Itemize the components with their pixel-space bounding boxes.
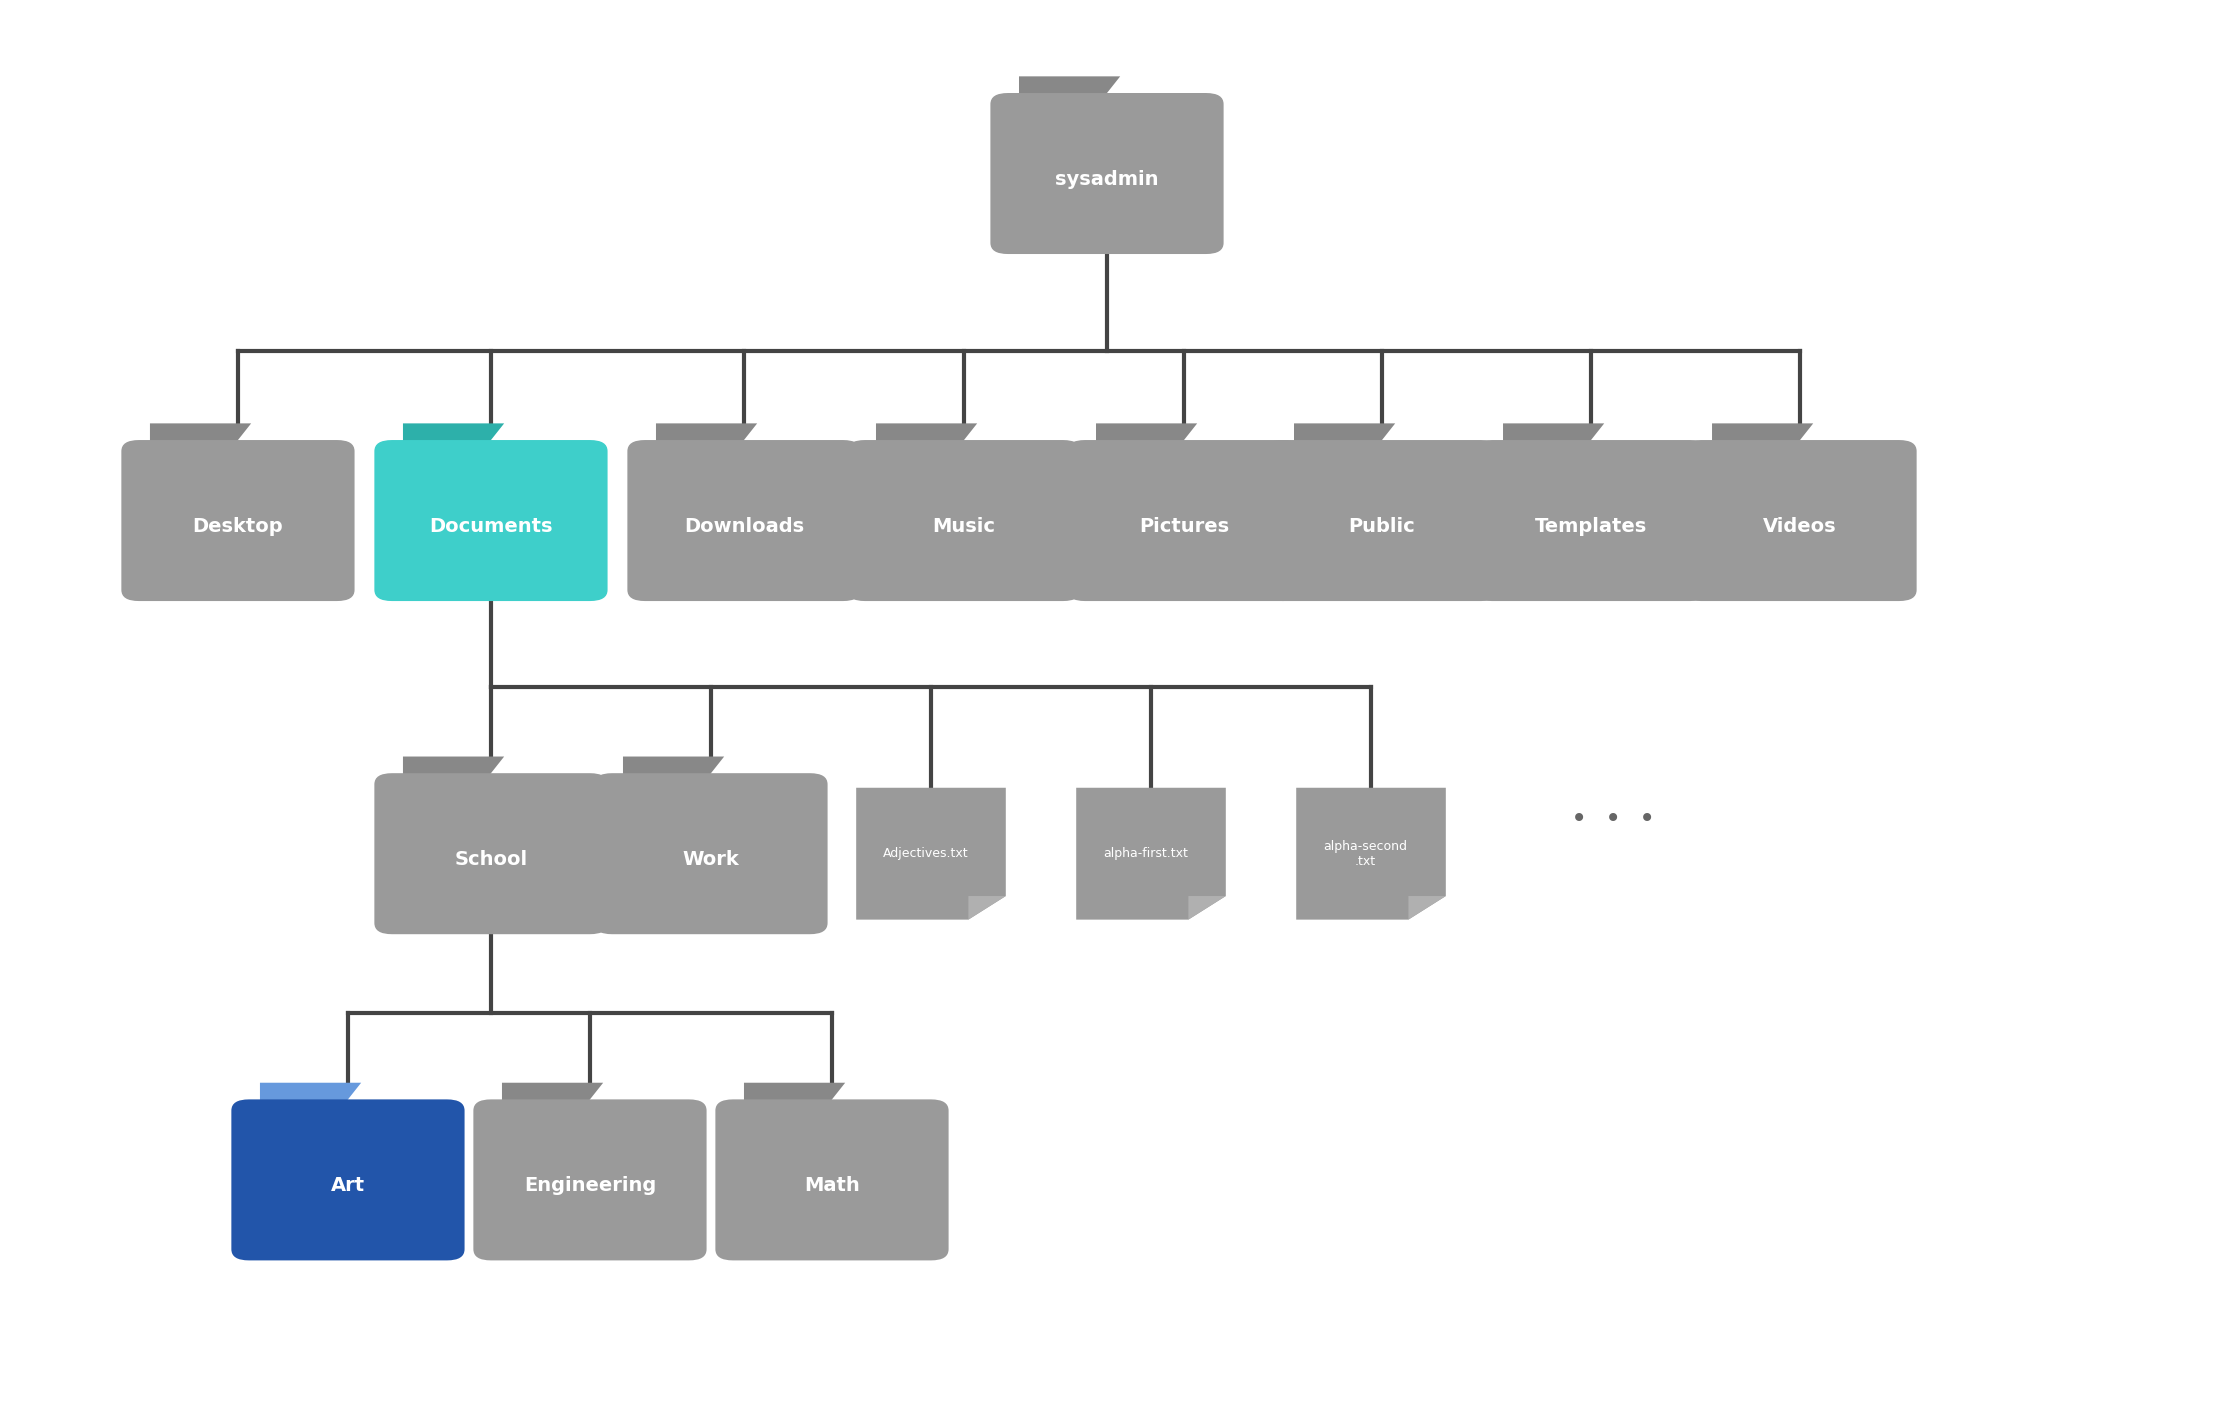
Text: Public: Public [1348, 516, 1415, 536]
Polygon shape [403, 423, 505, 451]
Text: Pictures: Pictures [1138, 516, 1229, 536]
Text: Music: Music [932, 516, 996, 536]
Polygon shape [503, 1082, 602, 1110]
Polygon shape [744, 1082, 846, 1110]
Polygon shape [1295, 788, 1446, 920]
FancyBboxPatch shape [1067, 440, 1300, 601]
Polygon shape [968, 896, 1005, 920]
Text: Adjectives.txt: Adjectives.txt [883, 847, 968, 861]
FancyBboxPatch shape [593, 773, 828, 934]
Polygon shape [1503, 423, 1605, 451]
Polygon shape [1189, 896, 1227, 920]
Polygon shape [655, 423, 757, 451]
FancyBboxPatch shape [715, 1099, 948, 1260]
Text: Downloads: Downloads [684, 516, 804, 536]
Polygon shape [1408, 896, 1446, 920]
FancyBboxPatch shape [374, 440, 607, 601]
FancyBboxPatch shape [230, 1099, 465, 1260]
Text: •  •  •: • • • [1572, 805, 1656, 833]
Text: Work: Work [682, 850, 739, 869]
FancyBboxPatch shape [1266, 440, 1499, 601]
Text: Math: Math [804, 1176, 859, 1195]
Text: Engineering: Engineering [525, 1176, 655, 1195]
Polygon shape [1096, 423, 1198, 451]
Text: School: School [454, 850, 527, 869]
FancyBboxPatch shape [990, 93, 1224, 254]
FancyBboxPatch shape [474, 1099, 706, 1260]
FancyBboxPatch shape [1475, 440, 1707, 601]
Polygon shape [1018, 76, 1120, 104]
Text: Documents: Documents [430, 516, 554, 536]
Polygon shape [1711, 423, 1813, 451]
FancyBboxPatch shape [122, 440, 354, 601]
Polygon shape [857, 788, 1005, 920]
Text: Desktop: Desktop [193, 516, 283, 536]
Polygon shape [877, 423, 976, 451]
Text: Art: Art [330, 1176, 365, 1195]
Polygon shape [622, 757, 724, 784]
Text: alpha-first.txt: alpha-first.txt [1103, 847, 1189, 861]
Text: alpha-second
.txt: alpha-second .txt [1324, 840, 1408, 868]
FancyBboxPatch shape [1683, 440, 1917, 601]
Polygon shape [1076, 788, 1227, 920]
FancyBboxPatch shape [627, 440, 861, 601]
Polygon shape [403, 757, 505, 784]
Text: Templates: Templates [1534, 516, 1647, 536]
Polygon shape [1293, 423, 1395, 451]
Text: Videos: Videos [1762, 516, 1838, 536]
Polygon shape [259, 1082, 361, 1110]
Polygon shape [151, 423, 250, 451]
FancyBboxPatch shape [374, 773, 607, 934]
Text: sysadmin: sysadmin [1056, 170, 1158, 189]
FancyBboxPatch shape [848, 440, 1080, 601]
